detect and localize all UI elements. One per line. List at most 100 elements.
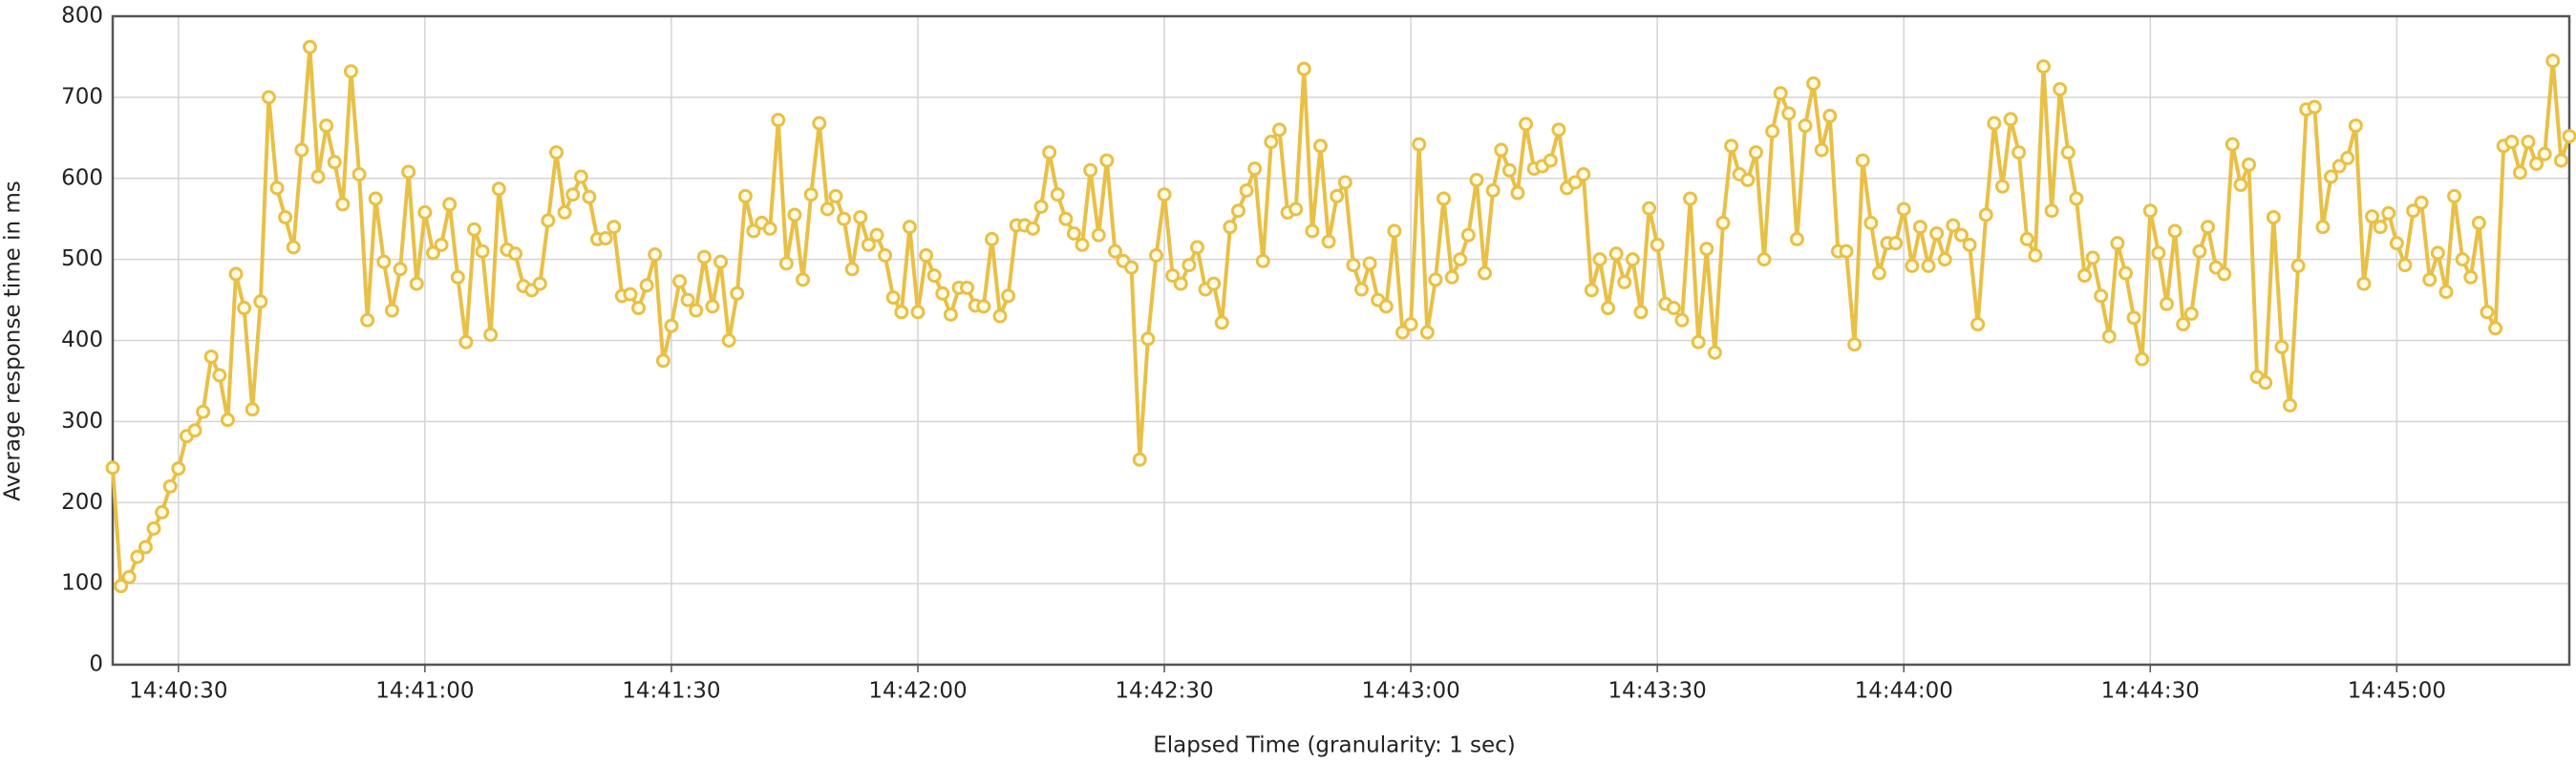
- data-point: [2471, 215, 2486, 230]
- x-tick-label: 14:42:30: [1115, 679, 1213, 704]
- data-point: [1978, 207, 1993, 223]
- data-point: [1107, 244, 1122, 259]
- data-point: [1239, 182, 1254, 198]
- data-point: [1444, 269, 1459, 285]
- data-point: [1765, 124, 1780, 139]
- data-point: [2126, 310, 2141, 326]
- data-point: [1346, 258, 1361, 273]
- data-point: [2053, 81, 2068, 96]
- data-point: [2274, 339, 2289, 354]
- data-point: [286, 240, 301, 255]
- data-point: [1337, 175, 1352, 190]
- data-point: [1929, 225, 1945, 241]
- data-point: [1083, 162, 1098, 178]
- data-point: [1296, 61, 1311, 76]
- data-point: [1519, 117, 1534, 132]
- series-line: [111, 45, 2571, 588]
- data-point: [1543, 153, 1558, 168]
- data-point: [1691, 334, 1706, 350]
- data-point: [631, 301, 647, 316]
- y-tick-label: 600: [61, 165, 103, 190]
- data-point: [1494, 142, 1509, 158]
- data-point: [1165, 268, 1181, 284]
- data-point: [1625, 252, 1640, 267]
- data-point: [885, 290, 901, 306]
- data-point: [2028, 247, 2043, 263]
- data-point: [1601, 301, 1616, 316]
- data-point: [1912, 220, 1927, 235]
- data-point: [2553, 153, 2568, 168]
- data-point: [1099, 153, 1115, 168]
- data-point: [1437, 191, 1452, 206]
- y-tick-label: 800: [61, 4, 103, 29]
- data-point: [541, 213, 556, 228]
- data-point: [1182, 258, 1197, 273]
- data-point: [878, 247, 893, 263]
- data-point: [565, 187, 581, 202]
- data-point: [1798, 118, 1813, 134]
- data-point: [664, 318, 679, 333]
- data-point: [2512, 165, 2527, 180]
- data-point: [1905, 258, 1920, 273]
- data-point: [623, 286, 638, 302]
- data-point: [507, 246, 522, 262]
- data-point: [2060, 145, 2076, 160]
- data-point: [598, 231, 613, 246]
- x-tick-label: 14:44:30: [2101, 679, 2200, 704]
- data-point: [1584, 283, 1599, 298]
- data-point: [203, 349, 219, 364]
- data-point: [458, 334, 474, 350]
- data-point: [1305, 223, 1320, 239]
- y-tick-label: 500: [61, 246, 103, 271]
- data-point: [2307, 99, 2322, 115]
- data-point: [713, 254, 729, 269]
- data-point: [368, 191, 383, 206]
- data-point: [2003, 112, 2018, 127]
- data-point: [294, 142, 309, 158]
- data-point: [984, 231, 999, 246]
- data-point: [2201, 220, 2216, 235]
- data-point: [1033, 199, 1049, 214]
- data-point: [2438, 285, 2454, 300]
- data-point: [302, 39, 317, 54]
- data-point: [327, 155, 342, 170]
- data-point: [746, 223, 761, 239]
- data-point: [1551, 122, 1566, 138]
- data-point: [1124, 260, 1139, 275]
- x-tick-label: 14:40:30: [129, 679, 227, 704]
- data-point: [269, 180, 285, 196]
- data-point: [2217, 266, 2232, 282]
- data-point: [1756, 252, 1772, 267]
- data-point: [393, 262, 408, 277]
- data-point: [114, 579, 129, 594]
- data-point: [1674, 312, 1690, 328]
- data-point: [1715, 215, 1731, 230]
- data-point: [1839, 244, 1854, 259]
- data-point: [1271, 122, 1287, 138]
- data-point: [2356, 276, 2372, 291]
- data-point: [1312, 138, 1328, 154]
- data-point: [1863, 215, 1879, 230]
- data-point: [1412, 137, 1427, 152]
- data-point: [1576, 167, 1591, 182]
- data-point: [2348, 118, 2363, 134]
- data-point: [828, 188, 843, 203]
- data-point: [1189, 240, 1204, 255]
- data-point: [1001, 288, 1016, 304]
- data-point: [2529, 156, 2544, 171]
- data-point: [2381, 205, 2396, 221]
- data-point: [1608, 246, 1624, 262]
- data-point: [2488, 321, 2503, 336]
- data-point: [351, 167, 367, 182]
- data-point: [2422, 272, 2438, 287]
- data-point: [2242, 157, 2257, 172]
- data-point: [409, 276, 424, 291]
- data-point: [360, 312, 375, 328]
- data-point: [696, 249, 712, 265]
- data-point: [1173, 276, 1188, 291]
- data-point: [2480, 305, 2495, 320]
- data-point: [648, 247, 663, 263]
- data-point: [245, 402, 260, 417]
- data-point: [1058, 211, 1074, 226]
- data-point: [130, 549, 145, 564]
